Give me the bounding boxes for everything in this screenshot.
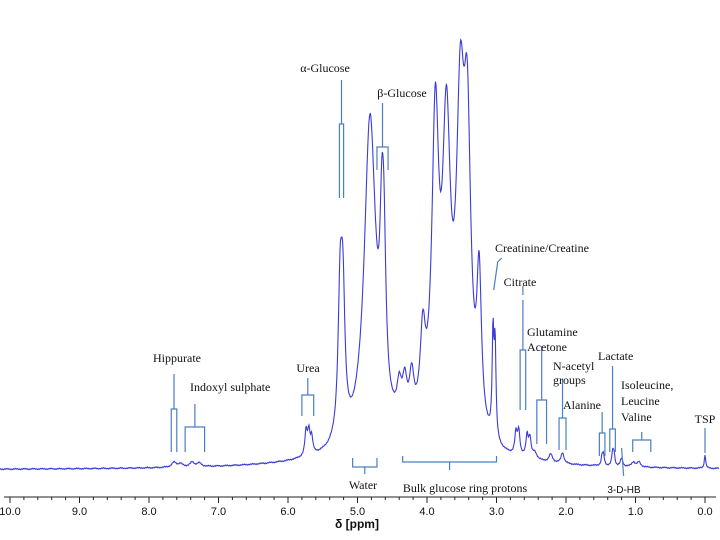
- beta-glucose-label: β-Glucose: [377, 86, 426, 100]
- groups-label: groups: [553, 373, 586, 387]
- beta-glucose-marker: [376, 103, 389, 170]
- x-tick-label: 9.0: [72, 506, 87, 518]
- alanine-label: Alanine: [563, 398, 601, 412]
- x-tick-label: 7.0: [211, 506, 226, 518]
- lactate-label: Lactate: [598, 349, 633, 363]
- creatinine-label: Creatinine/Creatine: [495, 241, 589, 255]
- bulk-glucose-marker: [402, 456, 498, 470]
- n-acetyl-marker: [558, 379, 567, 450]
- hippurate-label: Hippurate: [153, 351, 201, 365]
- x-tick-label: 10.0: [0, 506, 21, 518]
- annotations: Hippurate Indoxyl sulphate Urea α-Glucose β-…: [153, 61, 716, 496]
- spectrum-line: [0, 38, 720, 471]
- hippurate-marker: [170, 374, 178, 452]
- x-tick-label: 8.0: [141, 506, 156, 518]
- valine-label: Valine: [621, 410, 652, 424]
- x-tick-label: 5.0: [350, 506, 365, 518]
- n-acetyl-label: N-acetyl: [553, 359, 595, 373]
- water-marker: [352, 458, 378, 474]
- x-tick-label: 2.0: [558, 506, 573, 518]
- x-tick-label: 3.0: [489, 506, 504, 518]
- x-tick-label: 1.0: [628, 506, 643, 518]
- 3-d-hb-label: 3-D-HB: [607, 485, 641, 496]
- indoxyl-sulphate-label: Indoxyl sulphate: [190, 380, 270, 394]
- x-tick-label: 4.0: [419, 506, 434, 518]
- branched-amino-marker: [632, 432, 652, 452]
- alpha-glucose-marker: [338, 80, 345, 198]
- urea-marker: [301, 378, 315, 416]
- alpha-glucose-label: α-Glucose: [300, 61, 350, 75]
- lactate-marker: [609, 366, 616, 452]
- tsp-label: TSP: [695, 412, 716, 426]
- glutamine-marker: [536, 346, 548, 444]
- alanine-marker: [598, 412, 606, 456]
- isoleucine-label: Isoleucine,: [621, 378, 673, 392]
- leucine-label: Leucine: [621, 394, 660, 408]
- x-axis-ticks: 10.0 9.0 8.0 7.0 6.0 5.0 4.0 3.0 2.0 1.0 0.0: [0, 497, 713, 518]
- x-tick-label: 6.0: [280, 506, 295, 518]
- indoxyl-sulphate-marker: [184, 404, 206, 452]
- acetone-label: Acetone: [527, 340, 567, 354]
- creatinine-marker: [493, 257, 503, 291]
- water-label: Water: [349, 478, 377, 492]
- x-tick-label: 0.0: [697, 506, 712, 518]
- citrate-label: Citrate: [504, 275, 537, 289]
- urea-label: Urea: [296, 361, 320, 375]
- x-axis-title: δ [ppm]: [335, 517, 379, 531]
- 3-d-hb-marker: [621, 447, 625, 477]
- bulk-glucose-label: Bulk glucose ring protons: [403, 481, 528, 495]
- glutamine-label: Glutamine: [527, 325, 578, 339]
- citrate-marker: [519, 300, 527, 410]
